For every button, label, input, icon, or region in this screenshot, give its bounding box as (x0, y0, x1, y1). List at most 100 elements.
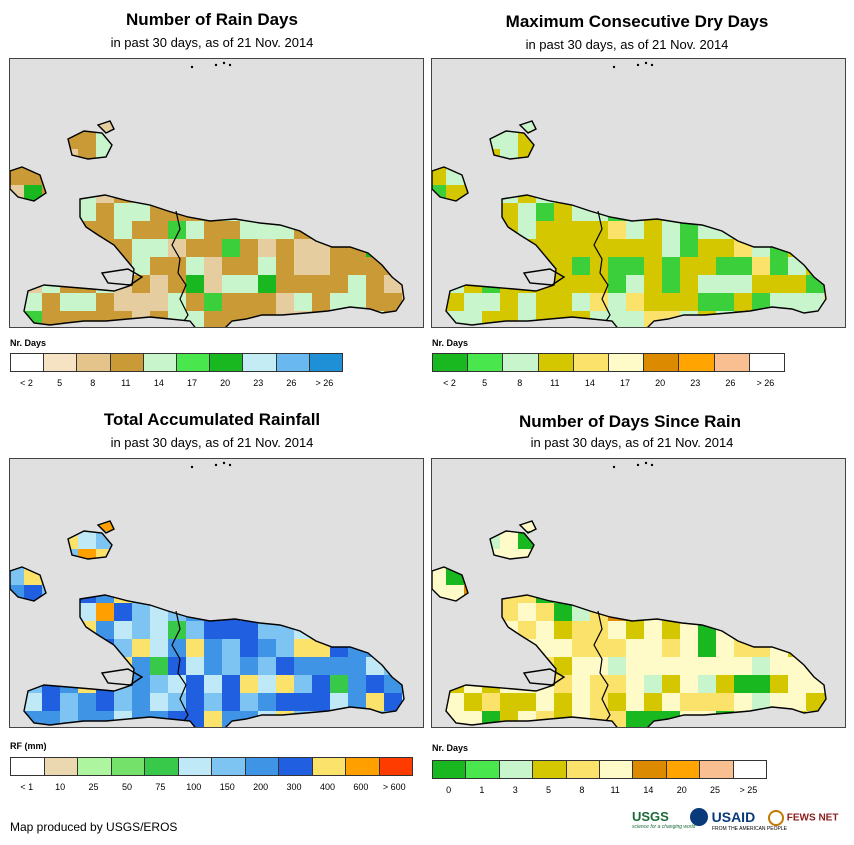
usaid-tagline: FROM THE AMERICAN PEOPLE (712, 826, 787, 832)
map-canvas (432, 61, 827, 327)
legend-bar (432, 353, 785, 372)
panel-subtitle: in past 30 days, as of 21 Nov. 2014 (110, 35, 314, 50)
usaid-logo: USAID FROM THE AMERICAN PEOPLE (690, 808, 787, 832)
max-dry-days-map[interactable] (431, 58, 846, 328)
map-canvas (10, 461, 405, 727)
legend-label: 11 (550, 378, 560, 388)
legend-label: < 1 (20, 782, 34, 792)
panel-title: Maximum Consecutive Dry Days (505, 12, 769, 31)
legend-label: 11 (610, 785, 620, 795)
islet (612, 465, 616, 469)
legend-labels: < 1 10 25 50 75 100 150 200 300 400 600 > 600 (10, 782, 411, 794)
usgs-tagline: science for a changing world (632, 824, 696, 830)
legend-bar (10, 757, 413, 776)
legend-swatch (110, 354, 144, 371)
legend-swatch (145, 758, 179, 775)
legend-swatch (143, 354, 178, 371)
legend-label: 5 (546, 785, 552, 795)
islet (214, 463, 218, 467)
coastline (432, 566, 469, 602)
usaid-logo-text: USAID (711, 809, 756, 825)
coastline (445, 594, 827, 727)
legend-swatch (111, 758, 145, 775)
usaid-seal-icon (690, 808, 708, 826)
legend-swatch (245, 758, 279, 775)
legend-swatch (177, 354, 211, 371)
legend-swatch (379, 758, 412, 775)
legend-label: 50 (121, 782, 132, 792)
legend-swatch (243, 354, 277, 371)
legend-label: 14 (153, 378, 164, 388)
coastline (489, 530, 535, 560)
legend-swatch (566, 761, 601, 778)
legend-label: 26 (286, 378, 297, 388)
coastline (96, 520, 115, 534)
legend-label: < 2 (443, 378, 456, 388)
legend-label: 20 (655, 378, 666, 388)
panel-title: Number of Days Since Rain (518, 412, 741, 431)
legend-label: 1 (479, 785, 485, 795)
legend-swatch (700, 761, 734, 778)
legend-swatch (468, 354, 504, 371)
map-canvas (10, 61, 405, 327)
fewsnet-logo-text: FEWS NET (786, 812, 839, 824)
legend-label: 600 (353, 782, 369, 792)
legend-label: 300 (286, 782, 302, 792)
coastline (67, 530, 113, 560)
legend-swatch (433, 761, 467, 778)
legend-labels: < 2 5 8 11 14 17 20 23 26 > 26 (432, 378, 783, 390)
coastline (100, 668, 144, 686)
legend-swatch (279, 758, 313, 775)
legend-labels: 0 1 3 5 8 11 14 20 25 > 25 (432, 785, 765, 797)
legend-label: 400 (319, 782, 335, 792)
legend-swatch (503, 354, 539, 371)
country-border (593, 610, 611, 722)
fewsnet-globe-icon (768, 810, 784, 826)
legend-label: 75 (155, 782, 166, 792)
usgs-logo: USGS science for a changing world (632, 809, 695, 830)
rain-days-map[interactable] (9, 58, 424, 328)
panel-subtitle: in past 30 days, as of 21 Nov. 2014 (110, 435, 314, 450)
islet (636, 463, 640, 467)
legend-swatch (749, 354, 785, 371)
coastline (522, 268, 566, 286)
legend-swatch (11, 758, 45, 775)
legend-swatch (210, 354, 244, 371)
coastline (100, 268, 144, 286)
legend-swatch (44, 354, 78, 371)
legend-label: 100 (186, 782, 202, 792)
legend-label: 25 (88, 782, 99, 792)
days-since-rain-map[interactable] (431, 458, 846, 728)
legend-swatch (178, 758, 212, 775)
legend-label: 8 (579, 785, 585, 795)
country-border (171, 610, 189, 722)
legend-swatch (466, 761, 500, 778)
islet (644, 461, 648, 465)
usgs-logo-text: USGS (632, 809, 669, 824)
islet (190, 65, 194, 69)
legend-label: 10 (55, 782, 66, 792)
legend-label: 3 (512, 785, 518, 795)
islet (228, 63, 232, 67)
legend-swatch (714, 354, 750, 371)
legend-swatch (44, 758, 78, 775)
islet (636, 63, 640, 67)
legend-label: < 2 (20, 378, 33, 388)
legend-swatch (733, 761, 767, 778)
legend-swatch (609, 354, 645, 371)
coastline (10, 566, 47, 602)
total-rainfall-map[interactable] (9, 458, 424, 728)
coastline (518, 520, 537, 534)
legend-label: 23 (690, 378, 701, 388)
legend-swatch (78, 758, 112, 775)
legend-label: > 25 (739, 785, 758, 795)
legend-swatch (11, 354, 45, 371)
legend-title: Nr. Days (432, 743, 469, 753)
islet (612, 65, 616, 69)
legend-label: 17 (620, 378, 631, 388)
legend-swatch (666, 761, 701, 778)
coastline (445, 194, 827, 327)
legend-title: Nr. Days (10, 338, 47, 348)
islet (228, 463, 232, 467)
legend-label: 26 (725, 378, 736, 388)
